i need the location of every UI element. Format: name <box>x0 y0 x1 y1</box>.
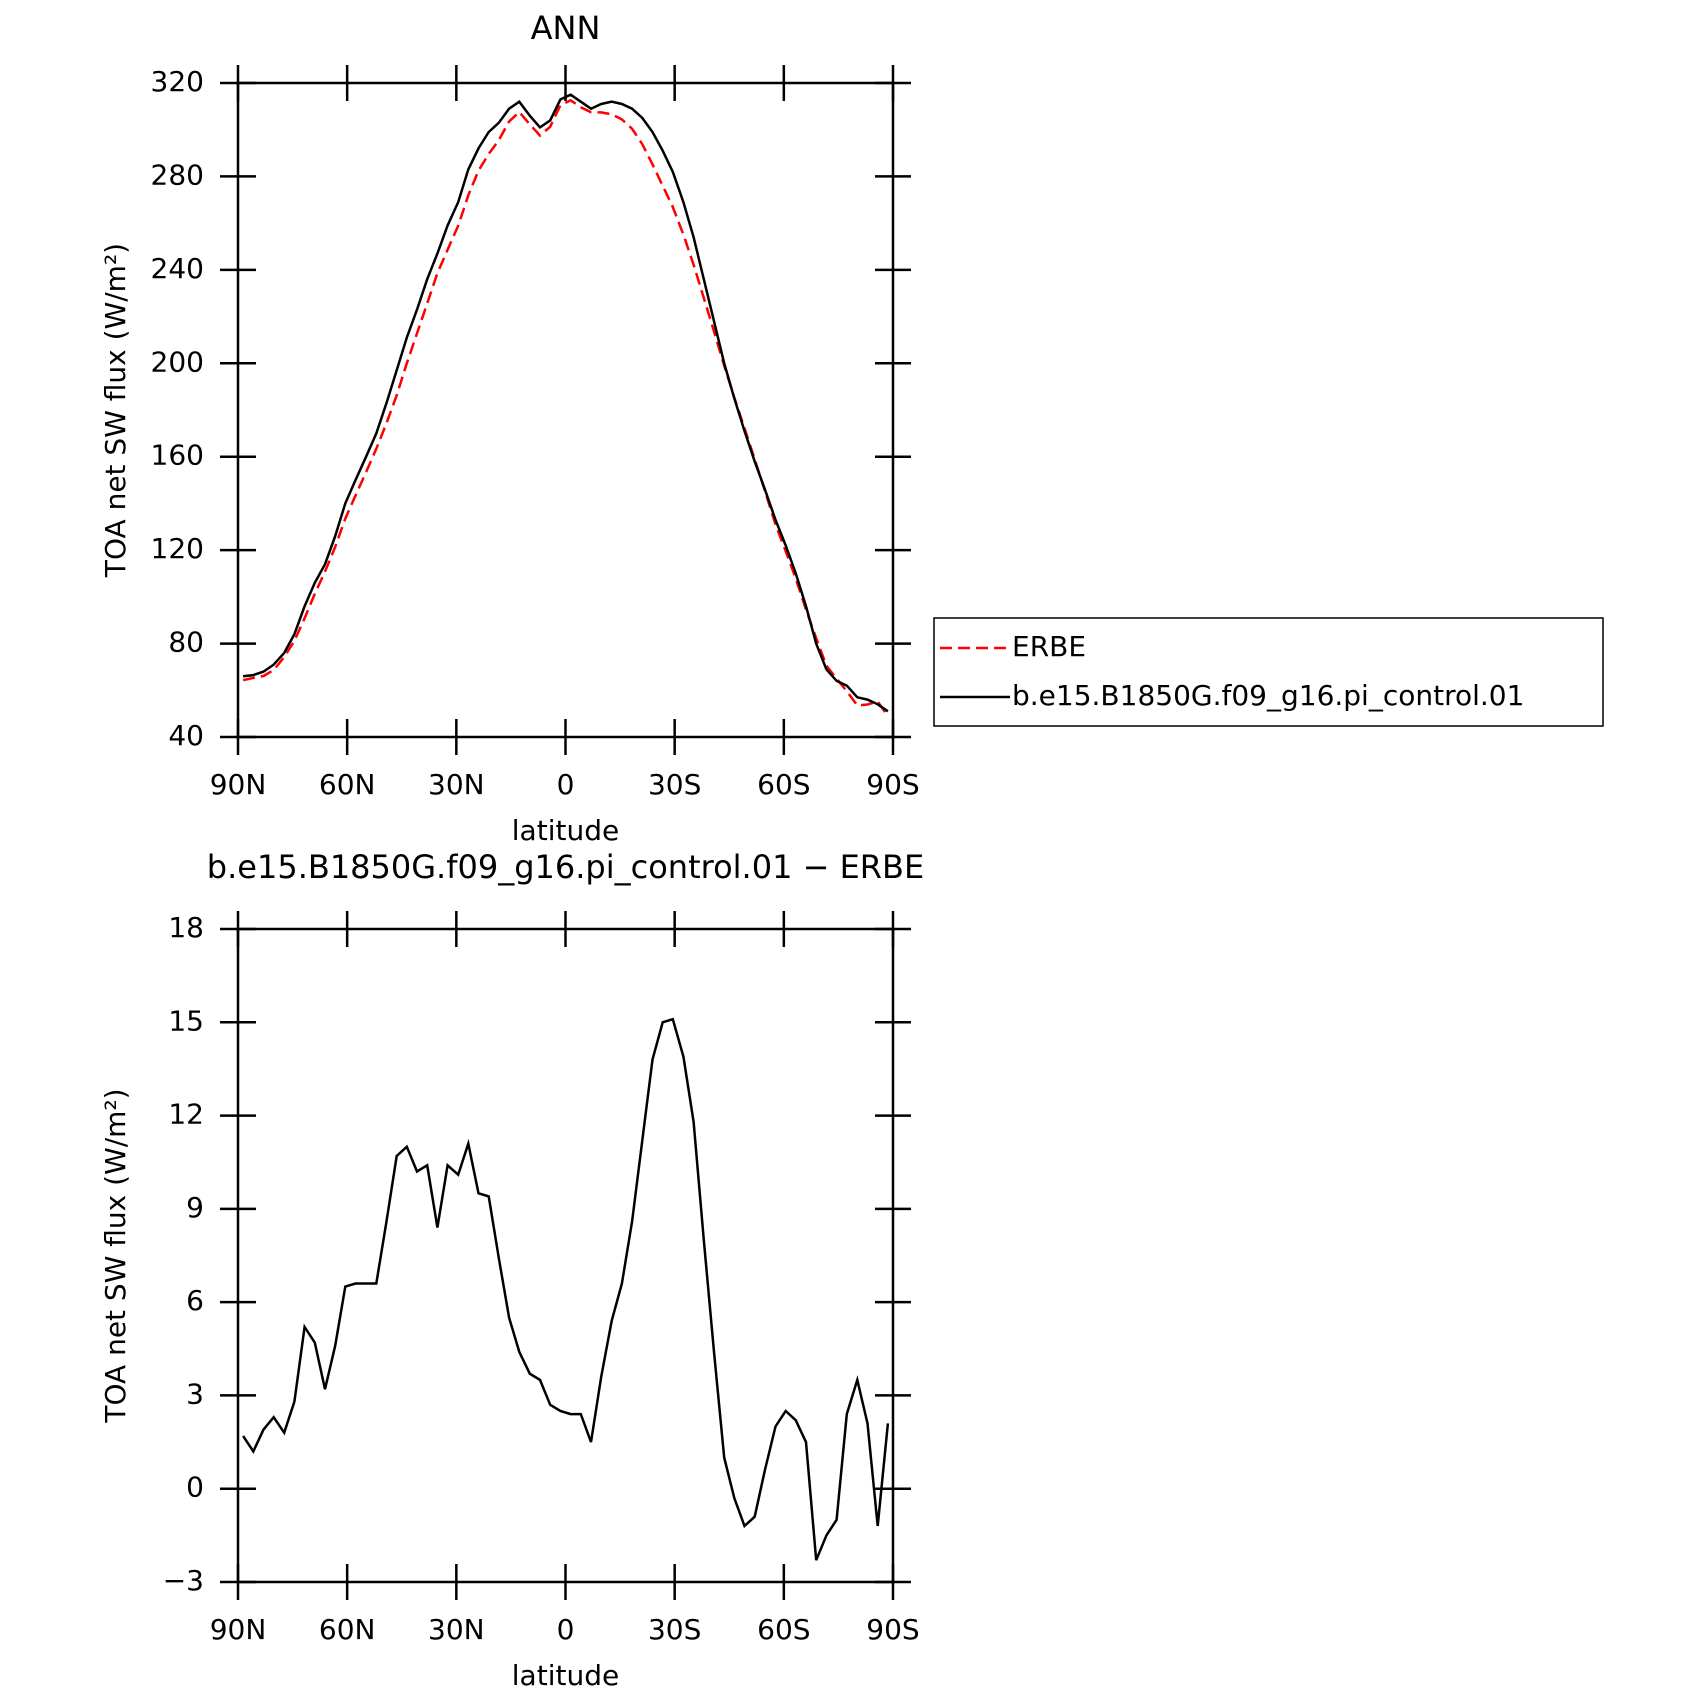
legend-label: b.e15.B1850G.f09_g16.pi_control.01 <box>1012 679 1524 712</box>
y-tick-label: 320 <box>151 65 204 98</box>
legend-label: ERBE <box>1012 630 1086 663</box>
y-axis-label: TOA net SW flux (W/m²) <box>99 1088 132 1423</box>
y-tick-label: 18 <box>168 911 204 944</box>
x-tick-label: 90N <box>210 768 267 801</box>
y-tick-label: 80 <box>168 626 204 659</box>
x-tick-label: 60S <box>757 1613 810 1646</box>
x-tick-label: 90S <box>866 768 919 801</box>
legend-box <box>933 617 1604 727</box>
y-tick-label: 6 <box>186 1284 204 1317</box>
x-tick-label: 60N <box>319 1613 376 1646</box>
x-tick-label: 0 <box>557 1613 575 1646</box>
y-tick-label: 3 <box>186 1377 204 1410</box>
x-axis-label: latitude <box>512 814 619 847</box>
y-tick-label: 280 <box>151 158 204 191</box>
y-tick-label: 200 <box>151 345 204 378</box>
y-axis-label: TOA net SW flux (W/m²) <box>99 243 132 578</box>
y-tick-label: 240 <box>151 252 204 285</box>
y-tick-label: 160 <box>151 439 204 472</box>
data-line <box>242 1017 890 1561</box>
x-tick-label: 90N <box>210 1613 267 1646</box>
plot-frame <box>236 927 895 1584</box>
plot-frame <box>236 81 895 739</box>
chart-title: b.e15.B1850G.f09_g16.pi_control.01 − ERB… <box>207 848 924 886</box>
x-axis-label: latitude <box>512 1659 619 1691</box>
y-tick-label: 0 <box>186 1471 204 1504</box>
y-tick-label: 15 <box>168 1004 204 1037</box>
x-tick-label: 0 <box>557 768 575 801</box>
x-tick-label: 90S <box>866 1613 919 1646</box>
y-tick-label: 120 <box>151 532 204 565</box>
x-tick-label: 60N <box>319 768 376 801</box>
data-line <box>242 98 889 717</box>
chart-title: ANN <box>531 9 601 47</box>
y-tick-label: 12 <box>168 1098 204 1131</box>
y-tick-label: 9 <box>186 1191 204 1224</box>
x-tick-label: 60S <box>757 768 810 801</box>
x-tick-label: 30S <box>648 1613 701 1646</box>
data-line <box>242 93 889 713</box>
x-tick-label: 30N <box>428 768 485 801</box>
x-tick-label: 30S <box>648 768 701 801</box>
x-tick-label: 30N <box>428 1613 485 1646</box>
y-tick-label: −3 <box>163 1564 204 1597</box>
y-tick-label: 40 <box>168 719 204 752</box>
